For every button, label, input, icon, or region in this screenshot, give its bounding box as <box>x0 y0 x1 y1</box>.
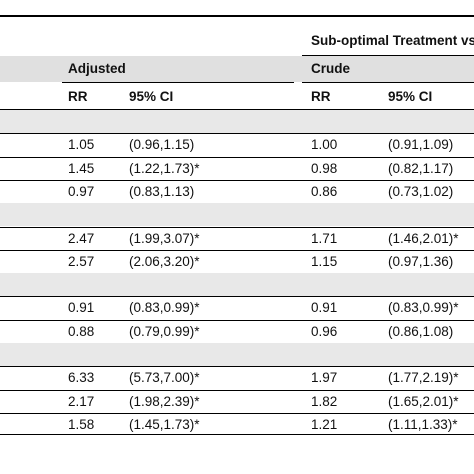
adjusted-ci-cell: (1.22,1.73)* <box>129 160 200 176</box>
table-bottom-rule <box>0 434 474 435</box>
adjusted-ci-cell: (0.83,0.99)* <box>129 300 200 316</box>
adjusted-rr-cell: 1.58 <box>68 416 95 432</box>
crude-ci-cell: (1.65,2.01)* <box>388 393 459 409</box>
col-adjusted-label: Adjusted <box>68 61 126 76</box>
header-band <box>0 56 474 82</box>
adjusted-rr-cell: 2.47 <box>68 230 95 246</box>
adjusted-ci-cell: (2.06,3.20)* <box>129 253 200 269</box>
adjusted-rr-header: RR <box>68 89 88 104</box>
row-divider <box>0 249 474 251</box>
row-divider <box>0 133 474 135</box>
adjusted-ci-cell: (0.79,0.99)* <box>129 323 200 339</box>
adjusted-rr-cell: 0.97 <box>68 183 95 199</box>
group-title-rule <box>302 55 474 56</box>
row-divider <box>0 296 474 298</box>
crude-rr-cell: 1.97 <box>311 370 338 386</box>
row-divider <box>0 226 474 228</box>
row-divider <box>0 389 474 391</box>
table-top-rule <box>0 15 474 17</box>
adjusted-rr-cell: 0.88 <box>68 323 95 339</box>
crude-rr-cell: 0.98 <box>311 160 338 176</box>
adjusted-ci-cell: (1.45,1.73)* <box>129 416 200 432</box>
col-crude-label: Crude <box>311 61 351 76</box>
adjusted-rr-cell: 0.91 <box>68 300 95 316</box>
crude-ci-header: 95% CI <box>388 89 433 104</box>
adjusted-rr-cell: 1.45 <box>68 160 95 176</box>
adjusted-rr-cell: 2.17 <box>68 393 95 409</box>
adjusted-rr-cell: 6.33 <box>68 370 95 386</box>
group-band-row <box>0 203 474 227</box>
group-band-row <box>0 110 474 134</box>
crude-ci-cell: (0.73,1.02) <box>388 183 454 199</box>
row-divider <box>0 319 474 321</box>
adjusted-ci-cell: (1.98,2.39)* <box>129 393 200 409</box>
crude-rr-header: RR <box>311 89 331 104</box>
crude-ci-cell: (1.11,1.33)* <box>388 416 458 432</box>
row-divider <box>0 179 474 181</box>
crude-rr-cell: 0.86 <box>311 183 338 199</box>
crude-ci-cell: (1.77,2.19)* <box>388 370 459 386</box>
adjusted-ci-cell: (1.99,3.07)* <box>129 230 200 246</box>
crude-ci-cell: (0.82,1.17) <box>388 160 454 176</box>
group-band-row <box>0 273 474 297</box>
adjusted-ci-cell: (5.73,7.00)* <box>129 370 200 386</box>
crude-rr-cell: 0.91 <box>311 300 338 316</box>
row-divider <box>0 366 474 368</box>
row-divider <box>0 156 474 158</box>
crude-ci-cell: (0.86,1.08) <box>388 323 454 339</box>
adjusted-ci-cell: (0.83,1.13) <box>129 183 195 199</box>
adjusted-rule <box>62 82 294 83</box>
crude-rr-cell: 1.82 <box>311 393 338 409</box>
header-bottom-rule <box>0 109 474 110</box>
crude-rr-cell: 1.71 <box>311 230 338 246</box>
crude-rr-cell: 1.21 <box>311 416 338 432</box>
adjusted-ci-cell: (0.96,1.15) <box>129 137 195 153</box>
crude-ci-cell: (0.91,1.09) <box>388 137 454 153</box>
crude-rr-cell: 1.15 <box>311 253 338 269</box>
crude-rr-cell: 1.00 <box>311 137 338 153</box>
group-band-row <box>0 343 474 367</box>
adjusted-rr-cell: 1.05 <box>68 137 95 153</box>
crude-ci-cell: (0.97,1.36) <box>388 253 454 269</box>
crude-ci-cell: (0.83,0.99)* <box>388 300 459 316</box>
adjusted-ci-header: 95% CI <box>129 89 174 104</box>
crude-rr-cell: 0.96 <box>311 323 338 339</box>
crude-rule <box>302 82 474 83</box>
adjusted-rr-cell: 2.57 <box>68 253 95 269</box>
row-divider <box>0 412 474 414</box>
crude-ci-cell: (1.46,2.01)* <box>388 230 459 246</box>
group-title: Sub-optimal Treatment vs <box>311 33 474 48</box>
